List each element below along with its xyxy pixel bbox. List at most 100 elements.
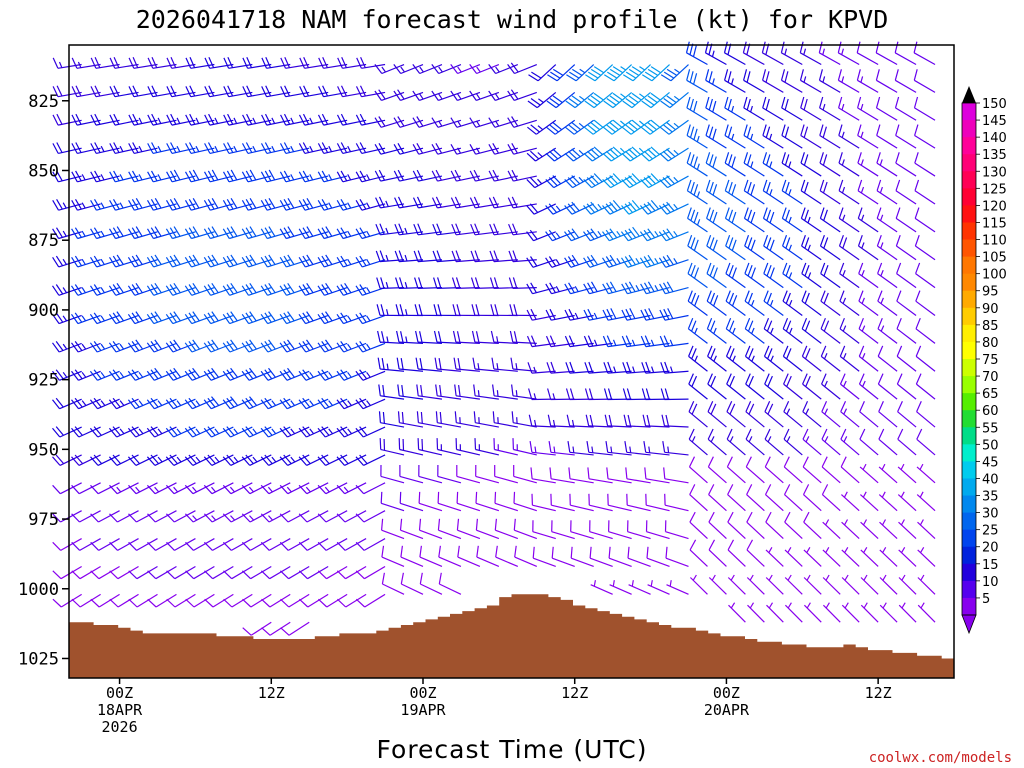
wind-barb	[860, 519, 879, 540]
wind-barb	[165, 454, 196, 466]
wind-barb	[643, 441, 670, 456]
colorbar-label: 100	[982, 268, 1007, 283]
wind-barb	[585, 64, 614, 82]
wind-barb	[222, 538, 253, 551]
wind-barb	[588, 493, 613, 512]
wind-barb	[71, 227, 101, 240]
wind-barb	[839, 290, 860, 316]
colorbar-label: 140	[982, 131, 1007, 146]
wind-barbs	[52, 41, 936, 636]
wind-barb	[726, 456, 746, 484]
wind-barb	[52, 454, 82, 466]
wind-barb	[431, 117, 462, 128]
wind-barb	[802, 401, 822, 428]
wind-barb	[336, 482, 367, 495]
wind-barb	[744, 345, 765, 372]
wind-barb	[762, 124, 784, 149]
wind-barb	[875, 41, 898, 66]
wind-barb	[724, 124, 746, 149]
wind-barb	[413, 223, 443, 236]
wind-barb	[419, 572, 443, 595]
wind-barb	[469, 90, 500, 101]
wind-barb	[317, 565, 348, 580]
wind-barb	[204, 57, 234, 69]
wind-barb	[685, 41, 708, 66]
wind-barb	[298, 510, 329, 523]
wind-barb	[725, 290, 746, 316]
wind-barb	[394, 196, 424, 209]
wind-barb	[894, 41, 917, 66]
x-tick-label: 18APR	[97, 701, 143, 719]
wind-barb	[52, 593, 82, 608]
wind-barb	[242, 593, 272, 608]
wind-barb	[762, 69, 784, 93]
wind-barb	[203, 226, 234, 240]
wind-barb	[184, 197, 215, 211]
wind-barb	[724, 179, 746, 205]
wind-barb	[355, 510, 386, 523]
wind-barb	[184, 226, 215, 240]
wind-barb	[355, 85, 386, 98]
wind-barb	[469, 63, 500, 75]
wind-barb	[298, 339, 329, 353]
wind-barb	[298, 170, 329, 183]
wind-barb	[472, 357, 499, 372]
wind-barb	[204, 85, 234, 98]
wind-barb	[128, 170, 158, 183]
wind-barb	[895, 235, 917, 261]
wind-barb	[764, 484, 784, 512]
wind-barb	[469, 117, 500, 128]
wind-barb	[317, 426, 348, 438]
wind-barb	[222, 454, 253, 466]
wind-barb	[545, 308, 575, 321]
wind-barb	[745, 401, 765, 428]
wind-barb	[222, 226, 253, 240]
wind-barb	[602, 146, 632, 162]
wind-barb	[745, 428, 765, 456]
wind-barb	[52, 510, 82, 523]
wind-barb	[551, 520, 575, 540]
wind-barb	[109, 510, 139, 523]
wind-barb	[707, 428, 727, 456]
wind-barb	[706, 235, 727, 261]
x-tick-label: 00Z	[409, 684, 436, 702]
wind-barb	[279, 565, 310, 580]
wind-barb	[298, 197, 329, 211]
wind-barb	[90, 593, 120, 608]
wind-barb	[898, 574, 917, 595]
wind-barb	[495, 545, 519, 568]
wind-barb	[450, 196, 480, 209]
wind-barb	[394, 223, 424, 236]
wind-barb	[526, 308, 556, 321]
wind-barb	[876, 124, 898, 149]
wind-barb	[564, 282, 594, 295]
wind-barb	[379, 438, 405, 456]
wind-barb	[590, 580, 613, 595]
wind-barb	[837, 69, 860, 93]
wind-barb	[377, 330, 405, 344]
wind-barb	[279, 454, 310, 466]
wind-barb	[583, 146, 613, 162]
wind-barb	[242, 85, 272, 98]
wind-barb	[298, 454, 329, 466]
wind-barb	[659, 119, 689, 135]
wind-barb	[664, 520, 689, 540]
wind-barb	[52, 482, 82, 495]
wind-barb	[584, 361, 613, 374]
wind-barb	[317, 593, 348, 608]
wind-barb	[298, 142, 329, 154]
wind-barb	[279, 397, 310, 410]
colorbar-bottom-arrow	[961, 614, 977, 635]
wind-barb	[355, 198, 386, 211]
wind-barb	[397, 411, 424, 428]
wind-barb	[399, 491, 424, 512]
wind-barb	[508, 277, 537, 289]
x-tick-label: 00Z	[106, 684, 133, 702]
wind-barb	[222, 482, 253, 495]
wind-barb	[204, 142, 234, 154]
wind-barb	[355, 426, 386, 438]
wind-barb	[743, 69, 765, 93]
wind-barb	[916, 491, 936, 512]
wind-barb	[640, 146, 670, 162]
